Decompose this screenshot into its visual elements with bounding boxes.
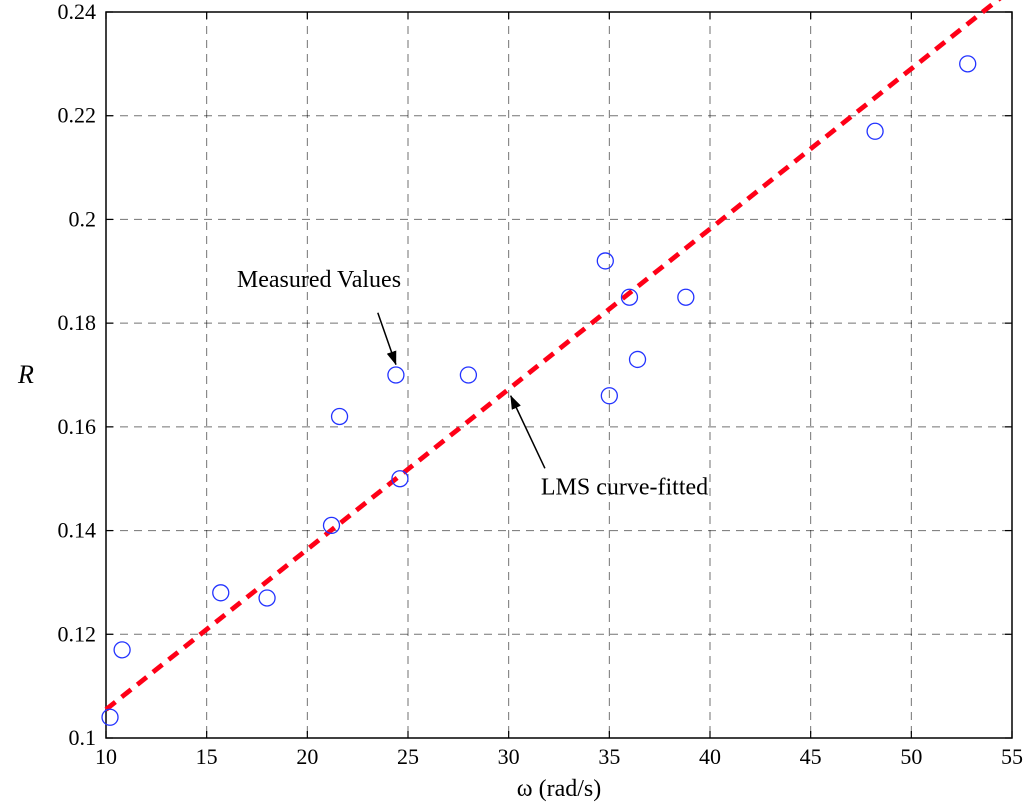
fit-arrow xyxy=(511,396,545,469)
data-point xyxy=(597,253,613,269)
measured-label: Measured Values xyxy=(237,267,401,293)
data-point xyxy=(213,585,229,601)
x-tick-label: 20 xyxy=(296,744,318,769)
scatter-chart: 10 15 20 25 30 35 40 45 50 55 ω (rad/s) 0.1 0.12 0.14… xyxy=(0,0,1024,803)
data-point xyxy=(259,590,275,606)
x-axis-ticks: 10 15 20 25 30 35 40 45 50 55 xyxy=(95,12,1023,769)
y-tick-label: 0.12 xyxy=(58,621,97,646)
x-tick-label: 10 xyxy=(95,744,117,769)
x-tick-label: 15 xyxy=(196,744,218,769)
y-axis-ticks: 0.1 0.12 0.14 0.16 0.18 0.2 0.22 0.24 xyxy=(58,0,1013,750)
y-tick-label: 0.22 xyxy=(58,103,97,128)
y-tick-label: 0.24 xyxy=(58,0,97,24)
measured-points xyxy=(102,56,976,725)
x-tick-label: 30 xyxy=(498,744,520,769)
y-tick-label: 0.2 xyxy=(69,206,97,231)
y-tick-label: 0.1 xyxy=(69,725,97,750)
data-point xyxy=(102,709,118,725)
data-point xyxy=(388,367,404,383)
y-tick-label: 0.16 xyxy=(58,414,97,439)
lms-fit-line xyxy=(106,0,1012,709)
y-tick-label: 0.14 xyxy=(58,518,97,543)
x-tick-label: 45 xyxy=(800,744,822,769)
chart-container: 10 15 20 25 30 35 40 45 50 55 ω (rad/s) 0.1 0.12 0.14… xyxy=(0,0,1024,803)
data-point xyxy=(960,56,976,72)
data-point xyxy=(114,642,130,658)
x-tick-label: 25 xyxy=(397,744,419,769)
data-point xyxy=(630,351,646,367)
grid xyxy=(106,12,1012,738)
data-point xyxy=(460,367,476,383)
fit-label: LMS curve-fitted xyxy=(541,474,708,500)
plot-frame xyxy=(106,12,1012,738)
data-point xyxy=(678,289,694,305)
x-tick-label: 35 xyxy=(598,744,620,769)
x-tick-label: 55 xyxy=(1001,744,1023,769)
data-point xyxy=(332,408,348,424)
y-tick-label: 0.18 xyxy=(58,310,97,335)
measured-arrow xyxy=(378,313,396,365)
x-tick-label: 50 xyxy=(900,744,922,769)
x-axis-label: ω (rad/s) xyxy=(517,776,601,802)
data-point xyxy=(867,123,883,139)
x-tick-label: 40 xyxy=(699,744,721,769)
y-axis-label: R xyxy=(17,360,34,389)
